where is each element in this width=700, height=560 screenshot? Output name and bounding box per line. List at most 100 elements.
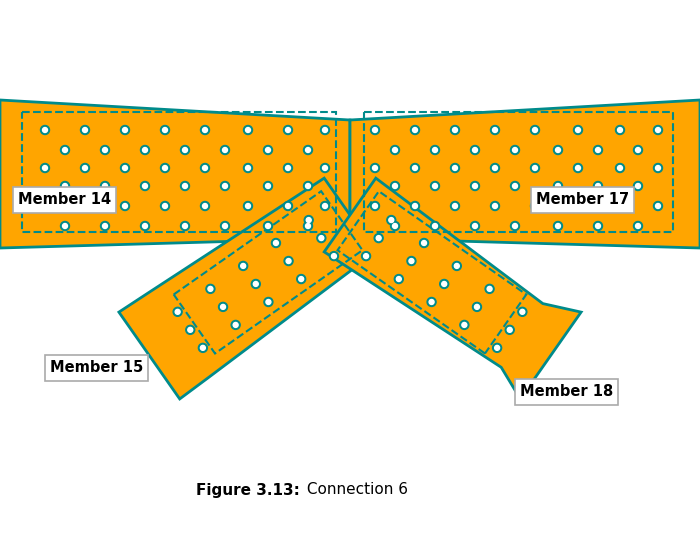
- Circle shape: [263, 222, 272, 231]
- Circle shape: [554, 181, 563, 190]
- Circle shape: [200, 164, 209, 172]
- Circle shape: [362, 251, 370, 260]
- Circle shape: [246, 128, 251, 133]
- Circle shape: [101, 222, 109, 231]
- Circle shape: [41, 202, 50, 211]
- Circle shape: [493, 343, 502, 352]
- Circle shape: [141, 181, 150, 190]
- Circle shape: [410, 202, 419, 211]
- Circle shape: [206, 284, 215, 293]
- Circle shape: [304, 216, 313, 225]
- Circle shape: [491, 164, 500, 172]
- Circle shape: [284, 125, 293, 134]
- Circle shape: [554, 222, 563, 231]
- Circle shape: [433, 223, 438, 228]
- Circle shape: [531, 125, 540, 134]
- Circle shape: [636, 184, 640, 189]
- Circle shape: [143, 147, 148, 152]
- Circle shape: [491, 125, 500, 134]
- Circle shape: [62, 223, 67, 228]
- Circle shape: [251, 279, 260, 288]
- Text: Figure 3.13:: Figure 3.13:: [196, 483, 300, 497]
- Circle shape: [410, 164, 419, 172]
- Circle shape: [596, 223, 601, 228]
- Circle shape: [120, 202, 130, 211]
- Circle shape: [122, 128, 127, 133]
- Circle shape: [505, 325, 514, 334]
- Circle shape: [244, 202, 253, 211]
- Circle shape: [433, 184, 438, 189]
- Circle shape: [594, 181, 603, 190]
- Circle shape: [493, 203, 498, 208]
- Circle shape: [80, 202, 90, 211]
- Circle shape: [284, 202, 293, 211]
- Circle shape: [286, 259, 291, 264]
- Circle shape: [241, 263, 246, 268]
- Circle shape: [451, 164, 459, 172]
- Circle shape: [655, 128, 661, 133]
- Circle shape: [202, 203, 207, 208]
- Circle shape: [412, 203, 417, 208]
- Circle shape: [122, 203, 127, 208]
- Circle shape: [231, 320, 240, 329]
- Circle shape: [160, 202, 169, 211]
- Circle shape: [407, 256, 416, 265]
- Circle shape: [615, 164, 624, 172]
- Circle shape: [617, 166, 622, 170]
- Circle shape: [573, 164, 582, 172]
- Circle shape: [393, 147, 398, 152]
- Circle shape: [202, 166, 207, 170]
- Circle shape: [244, 125, 253, 134]
- Circle shape: [200, 346, 205, 351]
- Circle shape: [451, 202, 459, 211]
- Circle shape: [62, 184, 67, 189]
- Circle shape: [433, 147, 438, 152]
- Circle shape: [233, 323, 238, 328]
- Circle shape: [636, 147, 640, 152]
- Circle shape: [186, 325, 195, 334]
- Circle shape: [284, 256, 293, 265]
- Circle shape: [440, 279, 449, 288]
- Circle shape: [122, 166, 127, 170]
- Circle shape: [60, 181, 69, 190]
- Circle shape: [162, 203, 167, 208]
- Circle shape: [391, 146, 400, 155]
- Circle shape: [143, 184, 148, 189]
- Circle shape: [284, 164, 293, 172]
- Circle shape: [391, 222, 400, 231]
- Circle shape: [493, 166, 498, 170]
- Circle shape: [594, 146, 603, 155]
- Circle shape: [387, 216, 395, 225]
- Circle shape: [305, 147, 311, 152]
- Circle shape: [451, 125, 459, 134]
- Circle shape: [487, 286, 492, 291]
- Circle shape: [419, 239, 428, 248]
- Circle shape: [636, 223, 640, 228]
- Circle shape: [321, 164, 330, 172]
- Circle shape: [202, 128, 207, 133]
- Circle shape: [141, 146, 150, 155]
- Circle shape: [594, 222, 603, 231]
- Circle shape: [188, 328, 193, 332]
- Circle shape: [391, 181, 400, 190]
- Circle shape: [518, 307, 527, 316]
- Circle shape: [510, 181, 519, 190]
- Circle shape: [120, 125, 130, 134]
- Circle shape: [617, 203, 622, 208]
- Circle shape: [43, 128, 48, 133]
- Polygon shape: [0, 100, 350, 248]
- Circle shape: [634, 181, 643, 190]
- Circle shape: [80, 125, 90, 134]
- Circle shape: [430, 181, 440, 190]
- Circle shape: [491, 202, 500, 211]
- Circle shape: [244, 164, 253, 172]
- Circle shape: [634, 222, 643, 231]
- Circle shape: [429, 300, 434, 305]
- Circle shape: [304, 222, 312, 231]
- Circle shape: [321, 202, 330, 211]
- Circle shape: [60, 222, 69, 231]
- Text: Connection 6: Connection 6: [302, 483, 408, 497]
- Circle shape: [615, 202, 624, 211]
- Circle shape: [531, 164, 540, 172]
- Circle shape: [452, 262, 461, 270]
